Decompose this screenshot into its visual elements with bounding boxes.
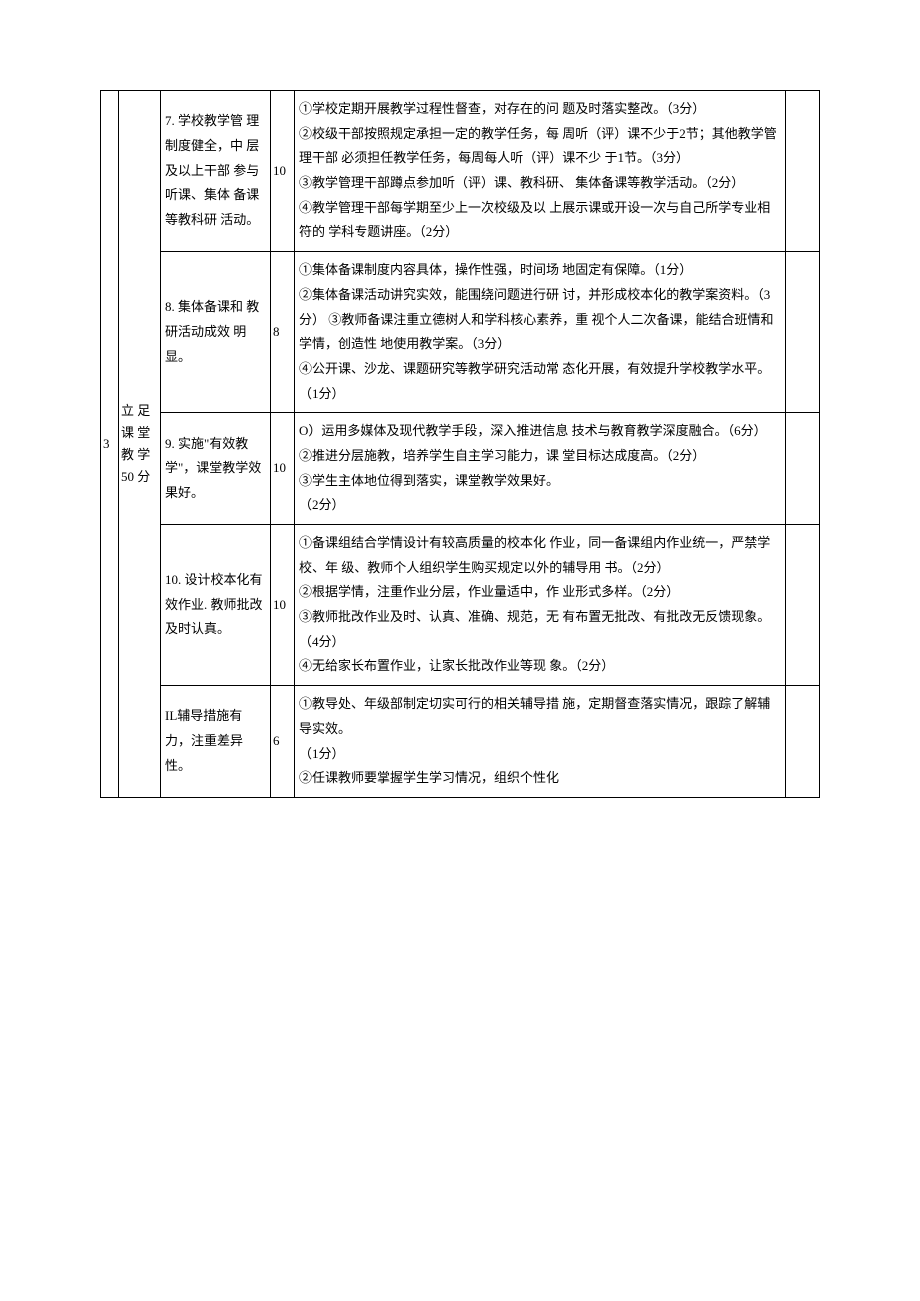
item-cell: 9. 实施"有效教学"，课堂教学效果好。 (161, 413, 271, 525)
desc-cell: ①备课组结合学情设计有较高质量的校本化 作业，同一备课组内作业统一，严禁学校、年… (295, 525, 786, 686)
blank-cell (786, 525, 820, 686)
points-cell: 6 (271, 686, 295, 798)
table-row: 10. 设计校本化有效作业. 教师批改及时认真。 10 ①备课组结合学情设计有较… (101, 525, 820, 686)
evaluation-table: 3 立 足 课 堂 教 学 50 分 7. 学校教学管 理制度健全，中 层及以上… (100, 90, 820, 798)
table-row: 9. 实施"有效教学"，课堂教学效果好。 10 O）运用多媒体及现代教学手段，深… (101, 413, 820, 525)
item-cell: 8. 集体备课和 教研活动成效 明显。 (161, 252, 271, 413)
item-cell: IL辅导措施有 力，注重差异 性。 (161, 686, 271, 798)
points-cell: 10 (271, 91, 295, 252)
points-cell: 10 (271, 525, 295, 686)
blank-cell (786, 413, 820, 525)
index-cell: 3 (101, 91, 119, 798)
item-cell: 7. 学校教学管 理制度健全，中 层及以上干部 参与听课、集体 备课等教科研 活… (161, 91, 271, 252)
desc-cell: O）运用多媒体及现代教学手段，深入推进信息 技术与教育教学深度融合。（6分）②推… (295, 413, 786, 525)
blank-cell (786, 252, 820, 413)
desc-cell: ①集体备课制度内容具体，操作性强，时间场 地固定有保障。（1分）②集体备课活动讲… (295, 252, 786, 413)
item-cell: 10. 设计校本化有效作业. 教师批改及时认真。 (161, 525, 271, 686)
points-cell: 8 (271, 252, 295, 413)
blank-cell (786, 91, 820, 252)
document-page: 3 立 足 课 堂 教 学 50 分 7. 学校教学管 理制度健全，中 层及以上… (100, 90, 820, 798)
table-row: 3 立 足 课 堂 教 学 50 分 7. 学校教学管 理制度健全，中 层及以上… (101, 91, 820, 252)
desc-cell: ①学校定期开展教学过程性督查，对存在的问 题及时落实整改。（3分）②校级干部按照… (295, 91, 786, 252)
table-row: 8. 集体备课和 教研活动成效 明显。 8 ①集体备课制度内容具体，操作性强，时… (101, 252, 820, 413)
desc-cell: ①教导处、年级部制定切实可行的相关辅导措 施，定期督查落实情况，跟踪了解辅导实效… (295, 686, 786, 798)
table-row: IL辅导措施有 力，注重差异 性。 6 ①教导处、年级部制定切实可行的相关辅导措… (101, 686, 820, 798)
points-cell: 10 (271, 413, 295, 525)
blank-cell (786, 686, 820, 798)
category-cell: 立 足 课 堂 教 学 50 分 (119, 91, 161, 798)
